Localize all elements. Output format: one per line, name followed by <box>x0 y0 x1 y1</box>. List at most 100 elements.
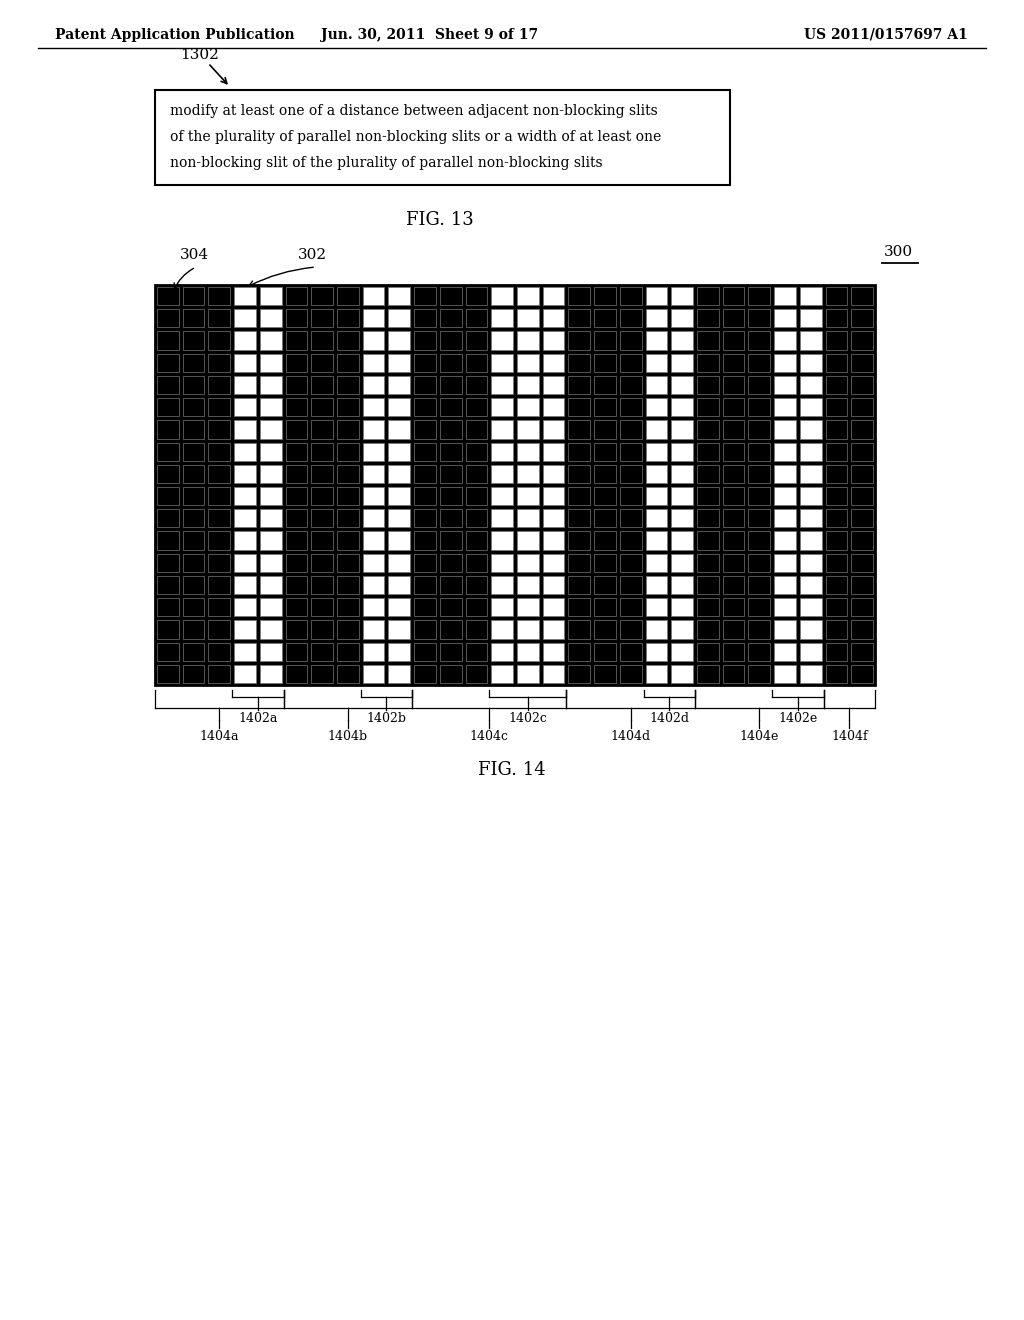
Bar <box>645 331 668 350</box>
Bar <box>620 665 642 682</box>
Bar <box>337 442 358 461</box>
Bar <box>234 331 256 350</box>
Bar <box>774 420 796 438</box>
Bar <box>337 309 358 327</box>
Bar <box>517 399 539 416</box>
Bar <box>800 442 821 461</box>
Bar <box>414 286 436 305</box>
Bar <box>543 354 564 372</box>
Bar <box>723 576 744 594</box>
Bar <box>362 442 384 461</box>
Bar <box>440 465 462 483</box>
Bar <box>620 399 642 416</box>
Bar <box>260 286 282 305</box>
Bar <box>182 576 205 594</box>
Bar <box>851 487 873 506</box>
Bar <box>466 598 487 616</box>
Bar <box>157 620 179 639</box>
Bar <box>697 487 719 506</box>
Bar <box>234 532 256 549</box>
Bar <box>388 487 411 506</box>
Bar <box>645 420 668 438</box>
Bar <box>774 331 796 350</box>
Bar <box>182 532 205 549</box>
Bar <box>157 465 179 483</box>
Bar <box>492 309 513 327</box>
Bar <box>440 598 462 616</box>
Bar <box>234 420 256 438</box>
Bar <box>825 665 847 682</box>
Bar <box>543 309 564 327</box>
Bar <box>672 643 693 661</box>
Bar <box>774 442 796 461</box>
Bar <box>697 510 719 528</box>
Bar <box>672 442 693 461</box>
Bar <box>774 465 796 483</box>
Bar <box>851 286 873 305</box>
Bar <box>672 532 693 549</box>
Bar <box>594 442 615 461</box>
Bar <box>234 487 256 506</box>
Bar <box>260 620 282 639</box>
Bar <box>672 399 693 416</box>
Bar <box>492 643 513 661</box>
Bar <box>182 620 205 639</box>
Bar <box>672 420 693 438</box>
Bar <box>286 420 307 438</box>
Bar <box>774 376 796 395</box>
Bar <box>260 598 282 616</box>
Bar <box>209 553 230 572</box>
Bar <box>440 399 462 416</box>
Bar <box>517 598 539 616</box>
Bar <box>723 620 744 639</box>
Bar <box>800 620 821 639</box>
Bar <box>182 643 205 661</box>
Bar <box>672 286 693 305</box>
Bar <box>209 354 230 372</box>
Bar <box>672 665 693 682</box>
Bar <box>672 553 693 572</box>
Bar <box>543 399 564 416</box>
Bar <box>594 376 615 395</box>
Bar <box>157 532 179 549</box>
Text: 1302: 1302 <box>180 48 219 62</box>
Bar <box>672 620 693 639</box>
Bar <box>362 620 384 639</box>
Bar <box>723 309 744 327</box>
Bar <box>492 376 513 395</box>
Bar <box>697 399 719 416</box>
Bar <box>568 442 590 461</box>
Bar <box>568 620 590 639</box>
Bar <box>800 331 821 350</box>
Bar <box>286 354 307 372</box>
Bar <box>337 376 358 395</box>
Bar <box>311 487 333 506</box>
Bar <box>620 510 642 528</box>
Bar <box>672 376 693 395</box>
Bar <box>825 399 847 416</box>
Bar <box>209 620 230 639</box>
Bar <box>774 487 796 506</box>
Bar <box>645 598 668 616</box>
Bar <box>825 532 847 549</box>
Bar <box>851 532 873 549</box>
Bar <box>234 286 256 305</box>
Bar <box>414 354 436 372</box>
Bar <box>466 376 487 395</box>
Bar <box>645 286 668 305</box>
Bar <box>825 286 847 305</box>
Bar <box>286 620 307 639</box>
Bar <box>851 553 873 572</box>
Bar <box>697 643 719 661</box>
Bar <box>568 598 590 616</box>
Bar <box>414 309 436 327</box>
Bar <box>362 354 384 372</box>
Bar <box>851 309 873 327</box>
Bar <box>388 465 411 483</box>
Text: Patent Application Publication: Patent Application Publication <box>55 28 295 42</box>
Bar <box>825 576 847 594</box>
Bar <box>311 399 333 416</box>
Bar <box>311 510 333 528</box>
Bar <box>594 510 615 528</box>
Bar <box>209 487 230 506</box>
